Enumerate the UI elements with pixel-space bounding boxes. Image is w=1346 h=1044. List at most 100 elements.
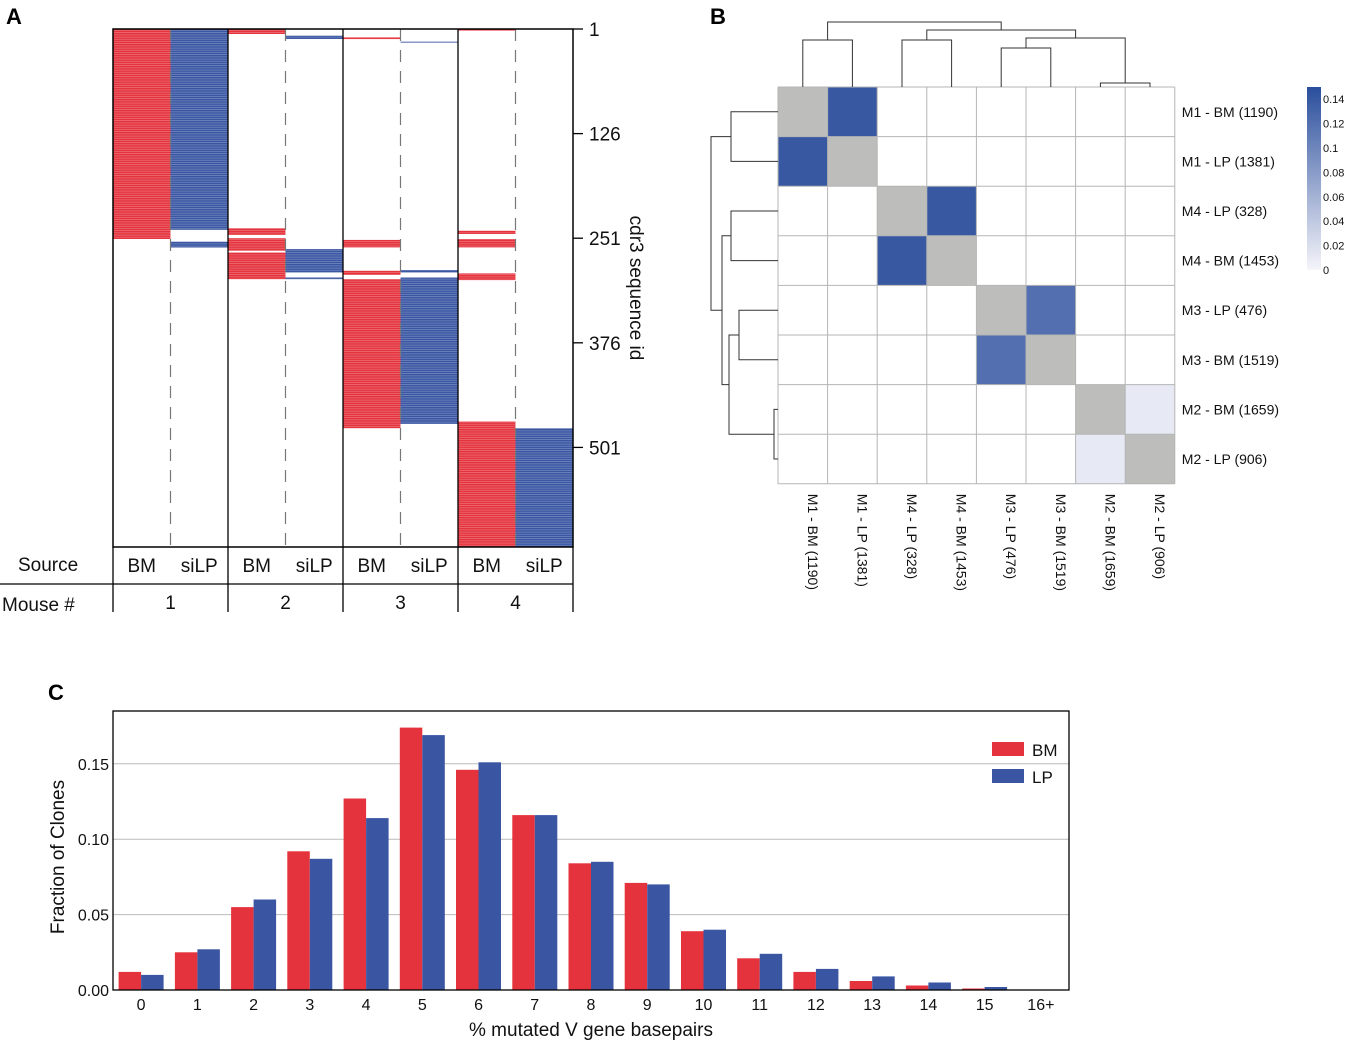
heatmap-block-20 <box>458 273 516 281</box>
x-tick-11: 11 <box>751 997 768 1014</box>
dendro-link-2 <box>1000 47 1052 87</box>
legend-swatch-1 <box>992 769 1024 783</box>
col-label-6: M2 - BM (1659) <box>1102 494 1118 591</box>
dendro-link-8 <box>730 210 778 262</box>
x-tick-9: 9 <box>643 997 652 1014</box>
dendro-link-9 <box>738 309 778 361</box>
matrix-cell-diagonal-0 <box>778 87 828 137</box>
x-tick-14: 14 <box>920 997 938 1014</box>
source-label-5: siLP <box>411 556 448 577</box>
bar-bm-9 <box>624 882 648 990</box>
heatmap-block-8 <box>285 249 343 273</box>
dendro-link-13 <box>710 136 731 311</box>
y-tick-3: 0.15 <box>78 757 109 774</box>
row-label-1: M1 - LP (1381) <box>1182 153 1275 169</box>
x-tick-7: 7 <box>530 997 539 1014</box>
matrix-cell-diagonal-2 <box>877 186 927 236</box>
row-label-0: M1 - BM (1190) <box>1182 104 1278 120</box>
heatmap-block-22 <box>515 428 573 547</box>
x-tick-5: 5 <box>418 997 427 1014</box>
y-tick-2: 0.10 <box>78 832 109 849</box>
bar-lp-6 <box>478 762 501 990</box>
x-tick-2: 2 <box>249 997 258 1014</box>
panel-b: M1 - BM (1190) M1 - BM (1190) M1 - LP (138… <box>710 21 1344 591</box>
matrix-cell-diagonal-4 <box>976 285 1026 335</box>
y-tick-0: 0.00 <box>78 983 109 1000</box>
panel-c-label: C <box>48 680 64 705</box>
panel-b-label: B <box>710 4 726 29</box>
x-tick-13: 13 <box>863 997 881 1014</box>
heatmap-block-10 <box>343 37 401 40</box>
x-tick-3: 3 <box>305 997 314 1014</box>
bar-bm-6 <box>456 769 479 990</box>
matrix-cell-pair-5 <box>976 335 1026 385</box>
bar-lp-5 <box>422 735 445 990</box>
mouse-number-2: 3 <box>395 593 406 614</box>
heatmap-block-21 <box>458 421 516 547</box>
heatmap-block-5 <box>228 238 286 251</box>
bar-lp-13 <box>872 976 895 990</box>
y-tick-label-4: 501 <box>589 438 621 459</box>
bar-lp-9 <box>647 884 670 990</box>
matrix-cell-pair-0 <box>827 87 878 137</box>
bar-bm-8 <box>568 863 591 990</box>
dendro-link-0 <box>802 39 853 87</box>
panel-a-label: A <box>6 4 22 29</box>
col-label-1: M1 - LP (1381) <box>854 494 870 587</box>
heatmap-block-1 <box>170 29 228 230</box>
matrix-cell-diagonal-3 <box>926 235 977 286</box>
bar-bm-14 <box>905 985 929 990</box>
y-tick-label-1: 126 <box>589 125 621 146</box>
bar-lp-11 <box>759 953 783 990</box>
bar-lp-4 <box>366 818 389 990</box>
bar-bm-1 <box>174 952 198 990</box>
colorbar-tick-0: 0.14 <box>1323 94 1344 106</box>
source-label-4: BM <box>358 556 387 577</box>
bar-lp-1 <box>197 949 220 990</box>
row-label-7: M2 - LP (906) <box>1182 451 1267 467</box>
panel-c-frame <box>112 710 1070 991</box>
bar-bm-7 <box>512 815 535 990</box>
x-tick-15: 15 <box>976 997 994 1014</box>
heatmap-block-19 <box>458 239 516 248</box>
bar-lp-8 <box>591 861 614 990</box>
bar-lp-3 <box>309 858 333 990</box>
y-axis-title: cdr3 sequence id <box>625 216 646 361</box>
bar-lp-7 <box>534 815 558 990</box>
col-label-0: M1 - BM (1190) <box>805 494 821 590</box>
source-label-6: BM <box>473 556 502 577</box>
heatmap-block-9 <box>285 277 343 280</box>
x-tick-4: 4 <box>362 997 371 1014</box>
col-label-2: M4 - LP (328) <box>904 494 920 579</box>
row-label-4: M3 - LP (476) <box>1182 302 1267 318</box>
colorbar-tick-4: 0.06 <box>1323 192 1344 204</box>
dendro-link-12 <box>721 235 731 386</box>
x-tick-12: 12 <box>807 997 825 1014</box>
y-tick-label-3: 376 <box>589 334 621 355</box>
bar-bm-2 <box>231 907 254 990</box>
source-label-1: siLP <box>181 556 218 577</box>
heatmap-block-0 <box>113 29 171 239</box>
bar-bm-5 <box>399 727 423 990</box>
bar-lp-14 <box>928 982 951 990</box>
source-label-7: siLP <box>526 556 563 577</box>
bar-lp-10 <box>703 929 726 990</box>
matrix-cell-diagonal-7 <box>1125 434 1175 484</box>
heatmap-block-2 <box>170 241 228 248</box>
colorbar <box>1307 87 1321 270</box>
source-label-0: BM <box>128 556 157 577</box>
heatmap-block-17 <box>458 29 516 31</box>
heatmap-block-18 <box>458 230 516 234</box>
heatmap-block-6 <box>228 252 286 280</box>
col-label-4: M3 - LP (476) <box>1003 494 1019 579</box>
bar-bm-11 <box>737 958 760 990</box>
matrix-cell-pair-1 <box>778 136 828 187</box>
matrix-cell-pair-7 <box>1075 434 1126 484</box>
x-tick-0: 0 <box>137 997 146 1014</box>
heatmap-block-16 <box>400 277 458 424</box>
row-label-2: M4 - LP (328) <box>1182 203 1267 219</box>
mouse-row-label: Mouse # <box>2 595 75 616</box>
x-tick-10: 10 <box>695 997 713 1014</box>
heatmap-block-11 <box>343 239 401 248</box>
heatmap-block-12 <box>343 270 401 275</box>
